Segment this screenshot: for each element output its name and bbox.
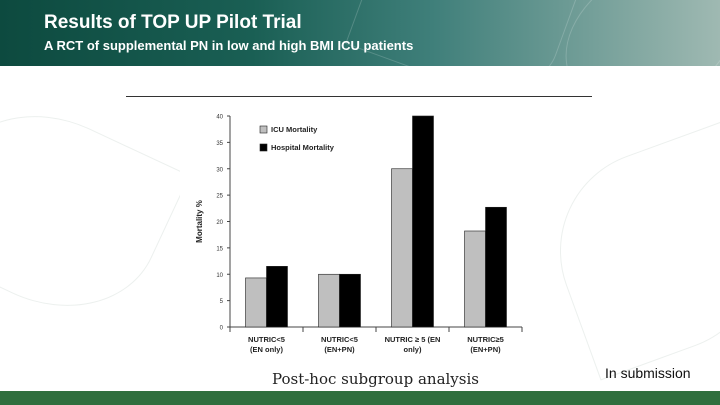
legend-label: Hospital Mortality <box>271 143 335 152</box>
x-tick-label: only) <box>404 345 422 354</box>
y-tick-label: 40 <box>216 115 223 121</box>
background-leaf-decoration <box>0 81 191 341</box>
y-axis-label: Mortality % <box>195 200 204 243</box>
y-tick-label: 30 <box>216 167 223 173</box>
hospital-mortality-bar <box>339 273 361 328</box>
hospital-mortality-bar <box>485 206 507 328</box>
hospital-mortality-bar <box>266 266 288 328</box>
x-tick-label: NUTRIC<5 <box>321 335 358 344</box>
y-tick-label: 25 <box>216 194 223 200</box>
header-leaf-decoration <box>345 0 577 66</box>
mortality-chart: 0 5 10 15 20 25 30 35 40 Mortality % NUTRIC<5 (EN o… <box>180 108 558 364</box>
x-tick-label: NUTRIC ≥ 5 (EN <box>385 335 441 344</box>
y-tick-label: 15 <box>216 246 223 252</box>
submission-note: In submission <box>605 365 691 381</box>
x-tick-label: NUTRIC≥5 <box>467 335 504 344</box>
y-tick-label: 5 <box>220 299 224 305</box>
hospital-mortality-bar <box>412 115 434 328</box>
icu-mortality-bar <box>245 277 267 328</box>
background-leaf-decoration <box>531 121 720 381</box>
slide-title: Results of TOP UP Pilot Trial <box>44 12 302 33</box>
x-tick-label: (EN+PN) <box>470 345 501 354</box>
footer-bar <box>0 391 720 405</box>
y-tick-label: 35 <box>216 141 223 147</box>
x-tick-label: (EN+PN) <box>324 345 355 354</box>
y-tick-label: 10 <box>216 273 223 279</box>
slide-subtitle: A RCT of supplemental PN in low and high… <box>44 38 414 53</box>
x-tick-label: (EN only) <box>250 345 283 354</box>
caption: Post-hoc subgroup analysis <box>272 370 479 388</box>
header-banner: Results of TOP UP Pilot Trial A RCT of s… <box>0 0 720 66</box>
y-tick-label: 0 <box>220 326 224 332</box>
icu-mortality-bar <box>391 168 413 328</box>
y-tick-label: 20 <box>216 220 223 226</box>
divider-line <box>126 96 592 97</box>
legend-label: ICU Mortality <box>271 125 318 134</box>
legend-swatch <box>259 125 268 134</box>
legend-swatch <box>259 143 268 152</box>
icu-mortality-bar <box>318 273 340 328</box>
icu-mortality-bar <box>464 230 486 328</box>
x-tick-label: NUTRIC<5 <box>248 335 285 344</box>
